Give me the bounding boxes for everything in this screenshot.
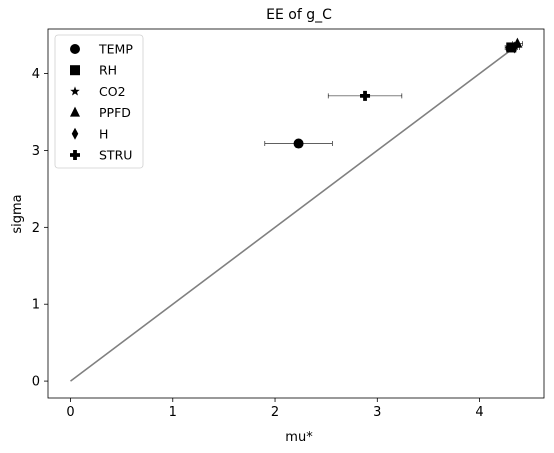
data-point-temp <box>264 138 333 149</box>
x-tick-label: 4 <box>475 405 483 420</box>
legend-label: RH <box>99 63 117 78</box>
x-axis: 0 1 2 3 4 <box>66 398 484 420</box>
y-tick-label: 4 <box>32 67 40 82</box>
reference-line <box>70 43 519 382</box>
x-tick-label: 2 <box>271 405 279 420</box>
data-point-stru <box>327 90 403 101</box>
y-tick-label: 2 <box>32 221 40 236</box>
diamond-icon <box>71 127 79 140</box>
plus-marker <box>360 90 371 101</box>
x-axis-label: mu* <box>285 430 313 445</box>
circle-marker <box>293 138 304 149</box>
y-tick-label: 3 <box>32 144 40 159</box>
x-tick-label: 0 <box>66 405 74 420</box>
legend-label: TEMP <box>98 42 133 57</box>
star-icon <box>70 86 80 96</box>
legend-label: CO2 <box>99 84 126 99</box>
circle-icon <box>70 44 80 54</box>
chart-title: EE of g_C <box>266 7 332 23</box>
legend-entry-rh: RH <box>70 63 117 78</box>
plot-area <box>70 37 523 382</box>
legend-entry-temp: TEMP <box>70 42 133 57</box>
square-icon <box>70 65 80 76</box>
data-point-h <box>508 41 520 54</box>
diamond-marker <box>511 41 518 54</box>
y-tick-label: 1 <box>32 298 40 313</box>
legend: TEMP RH CO2 PPFD H STRU <box>54 34 144 169</box>
legend-entry-stru: STRU <box>70 148 132 163</box>
y-axis-label: sigma <box>10 194 25 233</box>
legend-label: H <box>99 126 108 141</box>
legend-label: PPFD <box>99 105 131 120</box>
legend-label: STRU <box>99 148 132 163</box>
plus-icon <box>70 150 80 160</box>
triangle-icon <box>70 106 80 117</box>
legend-entry-co2: CO2 <box>70 84 126 99</box>
legend-entry-h: H <box>71 126 108 141</box>
legend-entry-ppfd: PPFD <box>70 105 131 120</box>
axes-frame <box>47 28 545 399</box>
x-tick-label: 3 <box>373 405 381 420</box>
y-tick-label: 0 <box>32 375 40 390</box>
y-axis: 0 1 2 3 4 <box>32 67 48 390</box>
x-tick-label: 1 <box>169 405 177 420</box>
